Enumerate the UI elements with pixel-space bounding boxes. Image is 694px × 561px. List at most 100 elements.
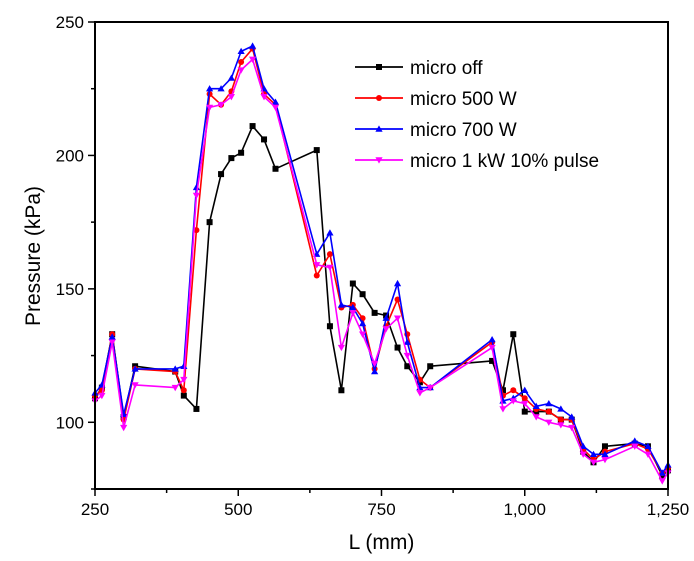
data-point bbox=[631, 443, 639, 450]
series-line bbox=[94, 45, 669, 474]
legend-item: micro off bbox=[355, 58, 483, 79]
legend-item: micro 1 kW 10% pulse bbox=[355, 151, 599, 172]
data-point bbox=[98, 392, 106, 400]
data-point bbox=[180, 387, 187, 394]
series-2 bbox=[92, 45, 671, 476]
data-point bbox=[521, 386, 529, 393]
data-point bbox=[227, 94, 235, 101]
data-point bbox=[394, 296, 401, 303]
data-point bbox=[271, 98, 280, 105]
data-point bbox=[568, 413, 576, 420]
data-point bbox=[260, 94, 268, 101]
data-point bbox=[416, 390, 424, 397]
data-point bbox=[557, 405, 565, 412]
data-point bbox=[313, 262, 321, 269]
data-point bbox=[326, 264, 334, 272]
data-point bbox=[427, 363, 434, 370]
data-point bbox=[359, 291, 366, 298]
data-point bbox=[382, 326, 390, 333]
data-point bbox=[180, 362, 188, 369]
legend-marker bbox=[375, 125, 383, 132]
data-point bbox=[326, 323, 333, 330]
x-tick-label: 500 bbox=[224, 500, 252, 519]
data-point bbox=[349, 303, 357, 311]
data-point bbox=[658, 478, 666, 485]
data-point bbox=[272, 165, 279, 172]
data-point bbox=[180, 392, 187, 399]
data-point bbox=[631, 437, 639, 444]
series-line bbox=[94, 58, 669, 482]
series-line bbox=[94, 47, 669, 474]
data-point bbox=[206, 219, 213, 226]
data-point bbox=[545, 400, 553, 407]
data-point bbox=[248, 56, 257, 63]
data-point bbox=[217, 85, 225, 92]
data-point bbox=[394, 344, 401, 351]
legend: micro off micro 500 W micro 700 W micro 1 k… bbox=[355, 58, 599, 172]
x-tick-label: 1,250 bbox=[647, 500, 690, 519]
data-point bbox=[228, 155, 235, 162]
data-point bbox=[426, 384, 434, 392]
legend-label: micro off bbox=[410, 58, 483, 79]
data-point bbox=[509, 398, 517, 405]
data-point bbox=[358, 331, 367, 338]
legend-marker bbox=[375, 157, 383, 164]
data-point bbox=[171, 365, 179, 372]
data-point bbox=[206, 85, 214, 92]
data-point bbox=[521, 408, 528, 415]
data-point bbox=[238, 59, 245, 66]
series-3 bbox=[91, 42, 672, 476]
data-point bbox=[108, 339, 116, 346]
data-point bbox=[404, 363, 411, 370]
data-point bbox=[337, 301, 345, 308]
data-point bbox=[568, 424, 576, 432]
x-tick-label: 1,000 bbox=[503, 500, 546, 519]
legend-item: micro 500 W bbox=[355, 89, 517, 110]
data-point bbox=[499, 406, 507, 413]
data-point bbox=[371, 309, 378, 316]
data-point bbox=[131, 382, 139, 389]
data-point bbox=[521, 400, 529, 408]
data-point bbox=[499, 387, 506, 394]
data-point bbox=[326, 251, 333, 258]
data-point bbox=[601, 450, 609, 458]
legend-marker bbox=[376, 95, 382, 101]
data-point bbox=[248, 42, 257, 49]
legend-label: micro 700 W bbox=[410, 120, 517, 141]
y-tick-label: 200 bbox=[56, 146, 84, 165]
data-point bbox=[358, 319, 367, 327]
data-point bbox=[271, 104, 280, 111]
y-tick-label: 250 bbox=[56, 13, 84, 32]
data-point bbox=[589, 459, 598, 466]
data-point bbox=[206, 104, 214, 111]
y-axis-title: Pressure (kPa) bbox=[22, 186, 45, 326]
data-point bbox=[579, 451, 587, 458]
data-point bbox=[601, 456, 609, 464]
legend-marker bbox=[376, 64, 382, 70]
plot-frame bbox=[94, 21, 669, 490]
legend-item: micro 700 W bbox=[355, 120, 517, 141]
series-4 bbox=[91, 56, 672, 485]
data-point bbox=[120, 424, 128, 432]
data-point bbox=[393, 315, 402, 322]
data-point bbox=[171, 384, 179, 392]
x-tick-label: 250 bbox=[81, 500, 109, 519]
data-point bbox=[545, 419, 553, 426]
data-point bbox=[313, 272, 320, 279]
data-point bbox=[589, 450, 598, 458]
data-point bbox=[349, 280, 356, 287]
series-1 bbox=[92, 123, 671, 479]
data-point bbox=[521, 395, 528, 402]
data-point bbox=[510, 331, 517, 338]
data-point bbox=[337, 344, 345, 352]
data-point bbox=[658, 469, 666, 476]
legend-label: micro 500 W bbox=[410, 89, 517, 110]
data-point bbox=[313, 147, 320, 154]
data-point bbox=[326, 229, 334, 236]
data-point bbox=[249, 123, 256, 130]
data-point bbox=[403, 352, 411, 360]
data-point bbox=[261, 136, 268, 143]
data-point bbox=[192, 192, 201, 200]
